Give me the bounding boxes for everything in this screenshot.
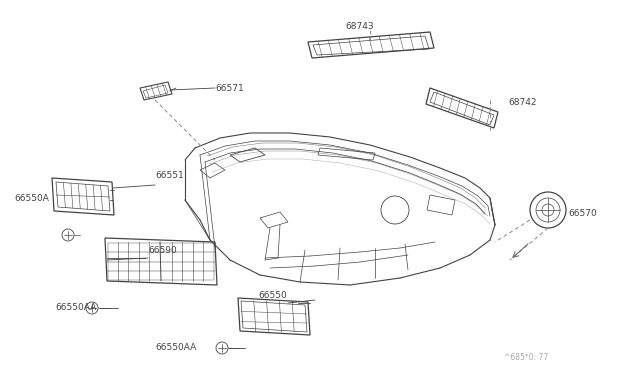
Text: 66571: 66571 [215, 83, 244, 93]
Text: 66550AA: 66550AA [55, 304, 96, 312]
Text: 66570: 66570 [568, 208, 596, 218]
Text: ^685*0: 77: ^685*0: 77 [504, 353, 548, 362]
Text: 68742: 68742 [508, 97, 536, 106]
Text: 66550A: 66550A [14, 193, 49, 202]
Text: 68743: 68743 [346, 22, 374, 31]
Text: 66590: 66590 [148, 246, 177, 254]
Text: 66550AA: 66550AA [155, 343, 196, 353]
Text: 66550: 66550 [258, 291, 287, 299]
Text: 66551: 66551 [155, 170, 184, 180]
